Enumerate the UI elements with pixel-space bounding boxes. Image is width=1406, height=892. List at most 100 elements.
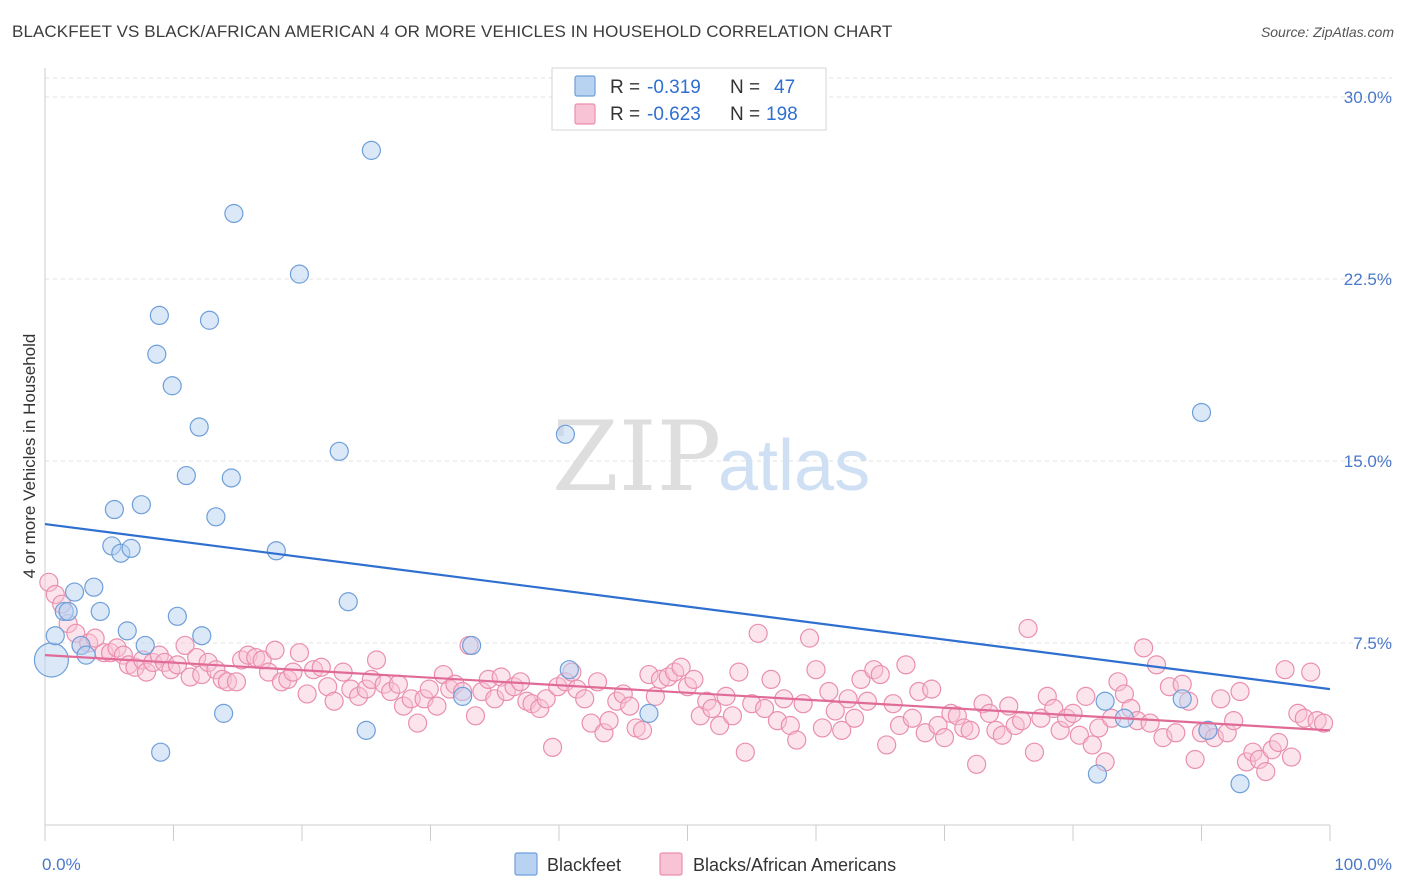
legend-r-label-1: R = (610, 77, 640, 98)
black-point-65 (465, 706, 486, 726)
blackfeet-point-33 (356, 720, 376, 740)
black-point-91 (632, 720, 653, 740)
black-point-112 (767, 711, 788, 731)
x-tick-labels: 0.0% 100.0% (42, 855, 1392, 874)
blackfeet-point-41 (1095, 691, 1115, 711)
trend-lines (44, 523, 1331, 732)
black-point-125 (851, 669, 871, 690)
black-point-82 (575, 689, 595, 709)
black-point-119 (812, 718, 833, 738)
black-point-156 (1050, 720, 1070, 740)
series-blacks-african-americans (39, 572, 1334, 782)
black-point-89 (620, 696, 640, 716)
black-point-126 (857, 691, 878, 711)
blackfeet-point-21 (176, 465, 196, 486)
black-point-136 (922, 679, 942, 699)
bottom-legend-label-blackfeet: Blackfeet (547, 855, 621, 875)
black-point-15 (136, 662, 157, 682)
black-point-107 (735, 742, 755, 762)
watermark-atlas: atlas (718, 426, 870, 506)
blackfeet-point-34 (361, 140, 381, 160)
trend-line-blackfeet (44, 523, 1331, 691)
legend: R = -0.319 N = 47 R = -0.623 N = 198 (551, 67, 827, 131)
blackfeet-point-39 (639, 703, 659, 723)
black-point-118 (806, 660, 826, 680)
blackfeet-point-8 (90, 601, 110, 622)
black-point-174 (1166, 723, 1186, 743)
black-point-108 (742, 694, 762, 714)
black-point-109 (748, 623, 768, 643)
black-point-35 (265, 640, 285, 660)
black-point-190 (1268, 732, 1289, 753)
black-point-99 (684, 669, 704, 690)
legend-swatch-black (574, 103, 596, 125)
black-point-87 (607, 691, 627, 711)
blackfeet-point-15 (135, 635, 155, 656)
blackfeet-point-23 (192, 626, 212, 646)
black-point-132 (896, 655, 916, 675)
trend-line-black (44, 654, 1331, 732)
legend-box (551, 67, 827, 131)
blackfeet-point-18 (151, 742, 171, 762)
black-point-159 (1069, 725, 1090, 745)
black-point-184 (1230, 681, 1250, 702)
watermark-zip: ZIP (552, 401, 721, 513)
legend-r-value-2: -0.623 (647, 104, 701, 125)
black-point-58 (419, 679, 439, 699)
blackfeet-point-0 (33, 642, 70, 678)
black-point-81 (567, 679, 587, 699)
blackfeet-point-17 (149, 305, 169, 325)
black-point-143 (967, 754, 987, 774)
black-point-189 (1262, 740, 1282, 760)
black-point-122 (832, 720, 852, 740)
black-point-115 (787, 730, 807, 750)
blackfeet-point-25 (206, 507, 226, 527)
blackfeet-point-31 (329, 441, 349, 461)
black-point-29 (226, 672, 247, 692)
black-point-1 (45, 584, 65, 605)
black-point-27 (212, 669, 232, 690)
black-point-154 (1037, 686, 1057, 706)
blackfeet-point-7 (84, 577, 104, 597)
black-point-192 (1281, 747, 1302, 767)
legend-n-value-2: 198 (766, 104, 798, 125)
y-tick-label-1: 15.0% (1344, 452, 1392, 471)
blackfeet-point-45 (1198, 720, 1218, 740)
x-tick-label-min: 0.0% (42, 855, 81, 874)
black-point-133 (902, 708, 922, 728)
black-point-106 (729, 662, 749, 682)
series-blackfeet (33, 140, 1250, 794)
black-point-197 (1313, 713, 1334, 733)
black-point-75 (530, 698, 550, 719)
blackfeet-point-10 (104, 499, 124, 520)
bottom-legend-swatch-black (659, 852, 683, 876)
blackfeet-point-38 (559, 660, 579, 680)
black-point-161 (1082, 735, 1102, 755)
black-point-188 (1256, 762, 1276, 782)
black-point-47 (348, 686, 369, 706)
legend-n-value-1: 47 (774, 77, 795, 98)
black-point-98 (677, 677, 698, 697)
black-point-116 (793, 694, 813, 714)
blackfeet-point-40 (1087, 764, 1108, 784)
black-point-105 (722, 706, 743, 726)
black-point-97 (671, 657, 691, 677)
black-point-52 (381, 681, 401, 702)
blackfeet-point-29 (266, 541, 286, 561)
chart-title: BLACKFEET VS BLACK/AFRICAN AMERICAN 4 OR… (12, 22, 893, 41)
black-point-151 (1018, 618, 1038, 639)
black-point-123 (838, 689, 858, 709)
black-point-33 (252, 650, 272, 670)
blackfeet-point-19 (162, 376, 182, 396)
black-point-129 (877, 735, 897, 755)
legend-swatch-blackfeet (574, 75, 596, 97)
black-point-183 (1224, 711, 1244, 731)
black-point-152 (1024, 742, 1045, 762)
black-point-120 (819, 681, 839, 702)
black-point-39 (289, 643, 310, 663)
blackfeet-point-24 (199, 310, 220, 330)
black-point-158 (1063, 703, 1083, 723)
legend-r-label-2: R = (610, 104, 640, 125)
black-point-13 (125, 657, 145, 677)
